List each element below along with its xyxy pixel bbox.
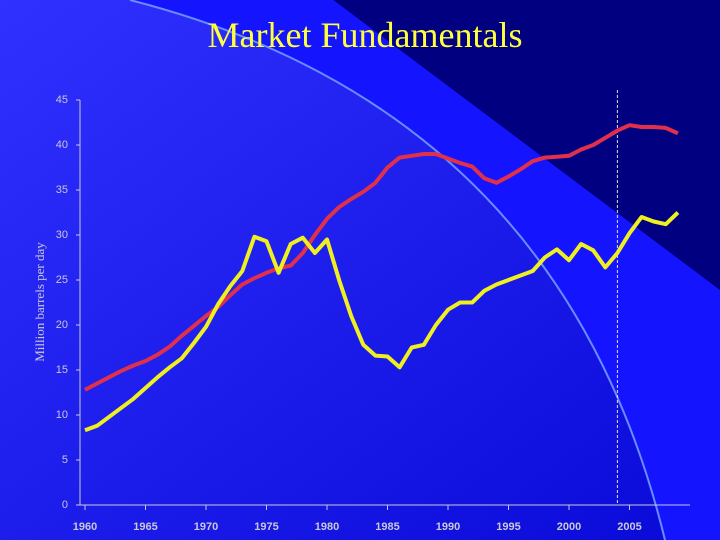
y-tick-label: 25 [56, 274, 68, 286]
arc-line [129, 0, 666, 540]
y-tick-label: 15 [56, 364, 68, 376]
x-tick-label: 1990 [436, 521, 460, 533]
series-line [84, 123, 679, 392]
y-tick-label: 30 [56, 229, 68, 241]
x-tick-label: 2005 [617, 521, 641, 533]
y-tick-label: 0 [62, 499, 68, 511]
y-axis-label: Million barrels per day [32, 242, 47, 362]
series-line [84, 211, 680, 433]
x-tick-label: 2000 [557, 521, 581, 533]
y-tick-label: 45 [56, 94, 68, 106]
x-tick-label: 1995 [496, 521, 520, 533]
x-tick-label: 1985 [375, 521, 399, 533]
x-tick-label: 1960 [73, 521, 97, 533]
y-tick-label: 10 [56, 409, 68, 421]
x-tick-label: 1980 [315, 521, 339, 533]
x-tick-label: 1970 [194, 521, 218, 533]
chart-title: Market Fundamentals [208, 15, 523, 55]
x-tick-label: 1975 [254, 521, 278, 533]
dark-area [130, 0, 720, 290]
y-tick-label: 5 [62, 454, 68, 466]
y-tick-label: 20 [56, 319, 68, 331]
y-tick-label: 40 [56, 139, 68, 151]
x-tick-label: 1965 [133, 521, 157, 533]
y-tick-label: 35 [56, 184, 68, 196]
